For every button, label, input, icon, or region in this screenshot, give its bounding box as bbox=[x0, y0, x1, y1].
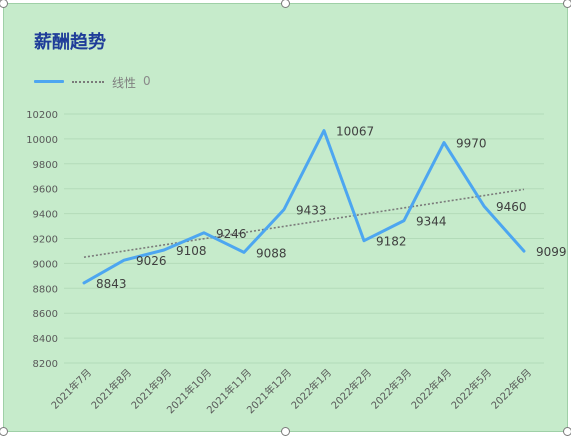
data-label: 9108 bbox=[176, 244, 207, 258]
legend-trendline-value: 0 bbox=[143, 74, 151, 88]
data-label: 9026 bbox=[136, 254, 167, 268]
x-tick-label: 2022年1月 bbox=[288, 366, 334, 412]
series-line bbox=[82, 129, 526, 285]
y-tick-label: 8400 bbox=[33, 334, 58, 345]
y-tick-label: 9600 bbox=[33, 185, 58, 196]
resize-handle-top-left[interactable] bbox=[0, 0, 8, 8]
data-label: 9344 bbox=[416, 215, 447, 229]
x-tick-label: 2022年2月 bbox=[328, 366, 374, 412]
x-tick-label: 2022年6月 bbox=[488, 366, 534, 412]
x-tick-label: 2021年7月 bbox=[48, 366, 94, 412]
data-label: 9246 bbox=[216, 227, 247, 241]
y-tick-label: 10000 bbox=[26, 135, 58, 146]
x-tick-label: 2022年4月 bbox=[408, 366, 454, 412]
data-label: 9460 bbox=[496, 200, 527, 214]
y-tick-label: 9200 bbox=[33, 235, 58, 246]
x-tick-label: 2021年8月 bbox=[88, 366, 134, 412]
data-label: 9088 bbox=[256, 246, 287, 260]
data-label: 10067 bbox=[336, 125, 374, 139]
y-tick-label: 8800 bbox=[33, 284, 58, 295]
x-tick-label: 2022年3月 bbox=[368, 366, 414, 412]
y-tick-label: 9000 bbox=[33, 259, 58, 270]
y-tick-label: 8600 bbox=[33, 309, 58, 320]
data-label: 9970 bbox=[456, 137, 487, 151]
data-label: 9182 bbox=[376, 235, 407, 249]
x-tick-label: 2022年5月 bbox=[448, 366, 494, 412]
legend-trendline-label: 线性 bbox=[112, 76, 137, 90]
resize-handle-top-center[interactable] bbox=[281, 0, 290, 8]
trendline bbox=[83, 188, 525, 258]
y-tick-label: 8200 bbox=[33, 359, 58, 370]
y-tick-label: 9400 bbox=[33, 210, 58, 221]
resize-handle-top-right[interactable] bbox=[563, 0, 571, 8]
data-label: 9433 bbox=[296, 203, 327, 217]
data-label: 8843 bbox=[96, 277, 127, 291]
legend-trendline-swatch bbox=[72, 81, 104, 83]
legend-series-swatch bbox=[34, 80, 64, 83]
chart-title: 薪酬趋势 bbox=[34, 32, 106, 53]
chart-area[interactable]: 薪酬趋势 线性 0 8200 8400 8600 8800 9000 9200 9400 96… bbox=[3, 3, 568, 432]
y-tick-label: 9800 bbox=[33, 160, 58, 171]
data-label: 9099 bbox=[536, 245, 567, 259]
line-chart: 8200 8400 8600 8800 9000 9200 9400 9600 9800 1000… bbox=[26, 110, 567, 416]
y-tick-label: 10200 bbox=[26, 110, 58, 121]
x-tick-label: 2021年9月 bbox=[128, 366, 174, 412]
